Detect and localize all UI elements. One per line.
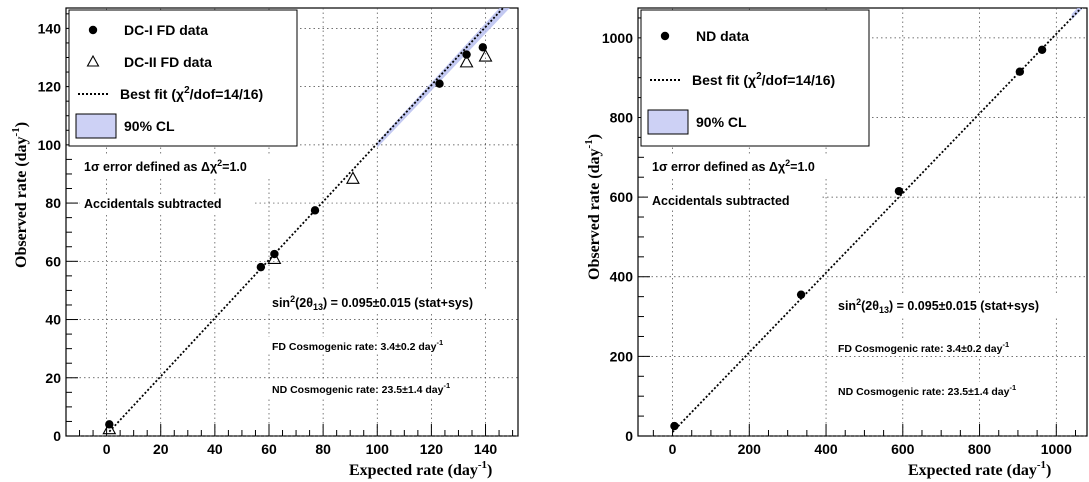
right-data-points — [670, 45, 1047, 431]
left-chart: 0 20 40 60 80 100 120 140 0 20 40 60 80 100 120 140 DC-… — [10, 7, 519, 479]
left-annotations: 1σ error defined as Δχ2=1.0 Accidentals … — [80, 155, 516, 397]
left-y-tick-label: 20 — [45, 370, 61, 386]
right-x-tick-label: 1000 — [1041, 441, 1072, 457]
left-y-tick-label: 140 — [38, 20, 62, 36]
left-x-tick-label: 40 — [207, 441, 223, 457]
legend-cl-marker — [75, 113, 117, 139]
right-accidentals-annotation: Accidentals subtracted — [652, 194, 790, 208]
right-x-tick-label: 200 — [738, 441, 762, 457]
left-circle-point — [310, 206, 320, 215]
right-circle-point — [1037, 45, 1047, 55]
right-annot-bg-4 — [834, 339, 1032, 356]
legend-cl-label: 90% CL — [124, 118, 175, 134]
legend-dc1-marker — [88, 25, 98, 35]
left-fit-dashed-line — [108, 8, 505, 433]
right-nd-cosmo-annotation: ND Cosmogenic rate: 23.5±1.4 day-1 — [838, 383, 1016, 398]
left-x-tick-label: 140 — [474, 441, 498, 457]
left-y-tick-label: 80 — [45, 195, 61, 211]
legend-fit-label: Best fit (χ2/dof=14/16) — [120, 85, 263, 102]
left-x-tick-label: 80 — [315, 441, 331, 457]
right-annotations: 1σ error defined as Δχ2=1.0 Accidentals … — [648, 155, 1086, 399]
legend-dc2-marker — [86, 54, 100, 67]
right-circle-point — [670, 421, 679, 431]
left-y-tick-label: 40 — [45, 312, 61, 328]
left-y-tick-label: 100 — [38, 137, 62, 153]
right-x-tick-label: 800 — [968, 441, 992, 457]
left-x-tick-label: 0 — [103, 441, 111, 457]
left-circle-point — [462, 50, 471, 59]
right-circle-point — [1015, 67, 1025, 76]
left-x-tick-label: 20 — [153, 441, 169, 457]
left-y-axis-label: Observed rate (day-1) — [10, 122, 30, 268]
left-sin-annotation: sin2(2θ13) = 0.095±0.015 (stat+sys) — [272, 294, 473, 312]
right-ticks: 0 200 400 600 800 1000 0 200 400 600 800 1000 — [602, 17, 1076, 457]
left-accidentals-annotation: Accidentals subtracted — [84, 197, 222, 211]
legend-fit-label-right: Best fit (χ2/dof=14/16) — [692, 71, 835, 88]
left-legend: DC-I FD data DC-II FD data Best fit (χ2/… — [68, 9, 298, 147]
left-x-tick-label: 100 — [366, 441, 390, 457]
left-circle-point — [256, 262, 266, 272]
right-x-tick-label: 0 — [669, 441, 677, 457]
left-x-tick-label: 120 — [420, 441, 444, 457]
legend-nd-label: ND data — [696, 28, 749, 44]
right-x-tick-label: 600 — [891, 441, 915, 457]
left-annot-bg-4 — [268, 337, 466, 354]
left-nd-cosmo-annotation: ND Cosmogenic rate: 23.5±1.4 day-1 — [272, 381, 450, 396]
left-y-tick-label: 0 — [53, 428, 61, 444]
right-y-tick-label: 200 — [610, 348, 634, 364]
legend-dc1-label: DC-I FD data — [124, 22, 208, 38]
right-plot-frame — [637, 7, 1088, 437]
left-annot-bg-2 — [80, 194, 252, 214]
left-data-points — [102, 43, 493, 435]
right-chart: 0 200 400 600 800 1000 0 200 400 600 800 1000 ND da… — [583, 7, 1088, 479]
right-legend: ND data Best fit (χ2/dof=14/16) 90% CL — [640, 9, 870, 147]
left-triangle-point — [345, 171, 360, 184]
left-circle-point — [478, 43, 488, 52]
right-fd-cosmo-annotation: FD Cosmogenic rate: 3.4±0.2 day-1 — [838, 340, 1009, 355]
left-x-axis-label: Expected rate (day-1) — [349, 459, 492, 479]
legend-cl-marker-right — [647, 109, 689, 135]
left-y-tick-label: 60 — [45, 253, 61, 269]
right-y-tick-label: 0 — [625, 428, 633, 444]
right-y-tick-label: 800 — [610, 109, 634, 125]
left-triangle-point — [267, 251, 282, 264]
left-annot-bg-1 — [80, 155, 285, 177]
right-cl-band-shape — [1071, 8, 1084, 20]
right-annot-bg-5 — [834, 382, 1042, 399]
right-y-axis-label: Observed rate (day-1) — [583, 134, 603, 280]
left-triangle-point — [459, 54, 474, 68]
right-annot-bg-1 — [648, 155, 853, 177]
right-y-tick-label: 400 — [610, 269, 634, 285]
right-circle-point — [796, 290, 806, 299]
right-sigma-annotation: 1σ error defined as Δχ2=1.0 — [652, 158, 815, 174]
left-circle-point — [435, 79, 444, 88]
right-annot-bg-2 — [648, 190, 820, 210]
left-cl-band — [377, 8, 510, 148]
legend-nd-marker — [660, 31, 670, 41]
left-triangle-point — [102, 421, 117, 435]
left-cl-band-shape — [377, 8, 510, 148]
left-annot-bg-5 — [268, 380, 476, 397]
left-x-tick-label: 60 — [261, 441, 277, 457]
left-sigma-annotation: 1σ error defined as Δχ2=1.0 — [84, 158, 247, 174]
left-ticks: 0 20 40 60 80 100 120 140 0 20 40 60 80 100 120 140 — [38, 13, 514, 457]
left-fd-cosmo-annotation: FD Cosmogenic rate: 3.4±0.2 day-1 — [272, 338, 443, 353]
right-sin-annotation: sin2(2θ13) = 0.095±0.015 (stat+sys) — [838, 297, 1039, 315]
left-annot-bg-3 — [268, 291, 516, 313]
right-grid — [638, 8, 1087, 437]
left-fit-line — [108, 8, 505, 433]
legend-dc2-label: DC-II FD data — [124, 54, 212, 70]
right-cl-band — [1071, 8, 1084, 20]
right-x-axis-label: Expected rate (day-1) — [908, 459, 1051, 479]
right-y-tick-label: 1000 — [602, 30, 633, 46]
left-y-tick-label: 120 — [38, 79, 62, 95]
right-y-tick-label: 600 — [610, 189, 634, 205]
right-annot-bg-3 — [834, 294, 1086, 316]
right-circle-point — [894, 186, 904, 196]
left-triangle-point — [478, 48, 493, 62]
legend-cl-label-right: 90% CL — [696, 114, 747, 130]
right-x-tick-label: 400 — [814, 441, 838, 457]
